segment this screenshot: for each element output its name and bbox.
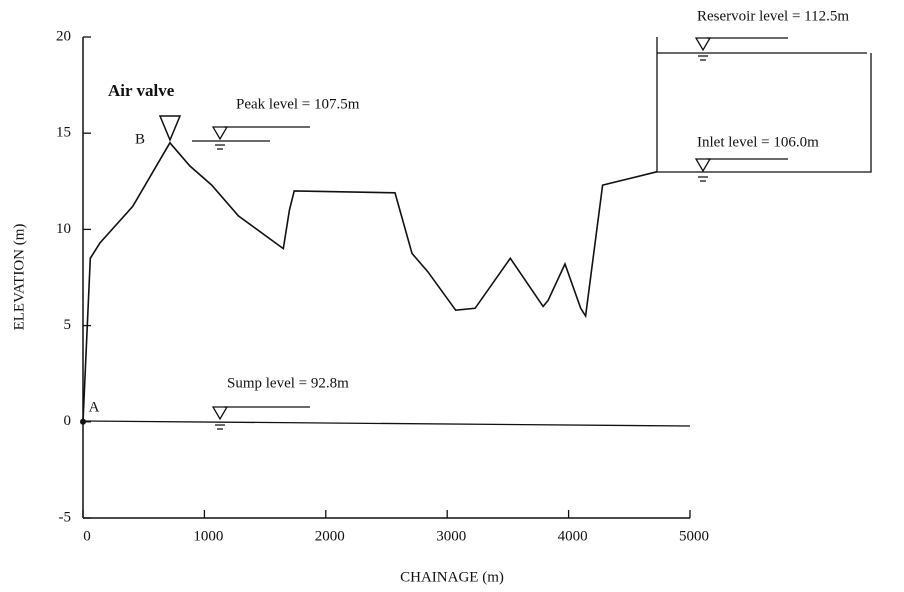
- reservoir: [656, 37, 872, 173]
- point-label: A: [89, 399, 100, 415]
- x-tick-label: 0: [83, 528, 91, 544]
- y-tick-label: 10: [56, 221, 71, 237]
- y-tick-label: -5: [59, 509, 72, 525]
- x-tick-label: 5000: [679, 528, 709, 544]
- profile-line: [82, 141, 658, 422]
- x-tick-label: 4000: [558, 528, 588, 544]
- annotation: Inlet level = 106.0m: [697, 134, 819, 150]
- y-tick-label: 20: [56, 28, 71, 44]
- point-a: [80, 418, 86, 425]
- y-axis-title: ELEVATION (m): [11, 224, 27, 331]
- x-axis-title: CHAINAGE (m): [400, 569, 504, 585]
- level-symbol: [694, 158, 712, 173]
- level-symbol: [211, 126, 229, 141]
- annotation: Sump level = 92.8m: [227, 375, 349, 391]
- level-dash: [698, 55, 708, 61]
- level-symbol: [694, 37, 712, 52]
- x-tick-label: 2000: [315, 528, 345, 544]
- annotation: Reservoir level = 112.5m: [697, 8, 849, 24]
- level-dash: [215, 424, 225, 430]
- point-label: B: [135, 131, 145, 147]
- level-symbol: [211, 406, 229, 421]
- y-tick-label: 5: [64, 317, 72, 333]
- y-tick-label: 0: [64, 413, 72, 429]
- x-tick-label: 3000: [436, 528, 466, 544]
- annotation: Air valve: [108, 81, 175, 100]
- y-tick-label: 15: [56, 125, 71, 141]
- annotation: Peak level = 107.5m: [236, 96, 360, 112]
- level-dash: [698, 176, 708, 182]
- level-dash: [215, 144, 225, 150]
- air-valve: [158, 115, 182, 142]
- x-tick-label: 1000: [193, 528, 223, 544]
- sump-line: [82, 420, 691, 427]
